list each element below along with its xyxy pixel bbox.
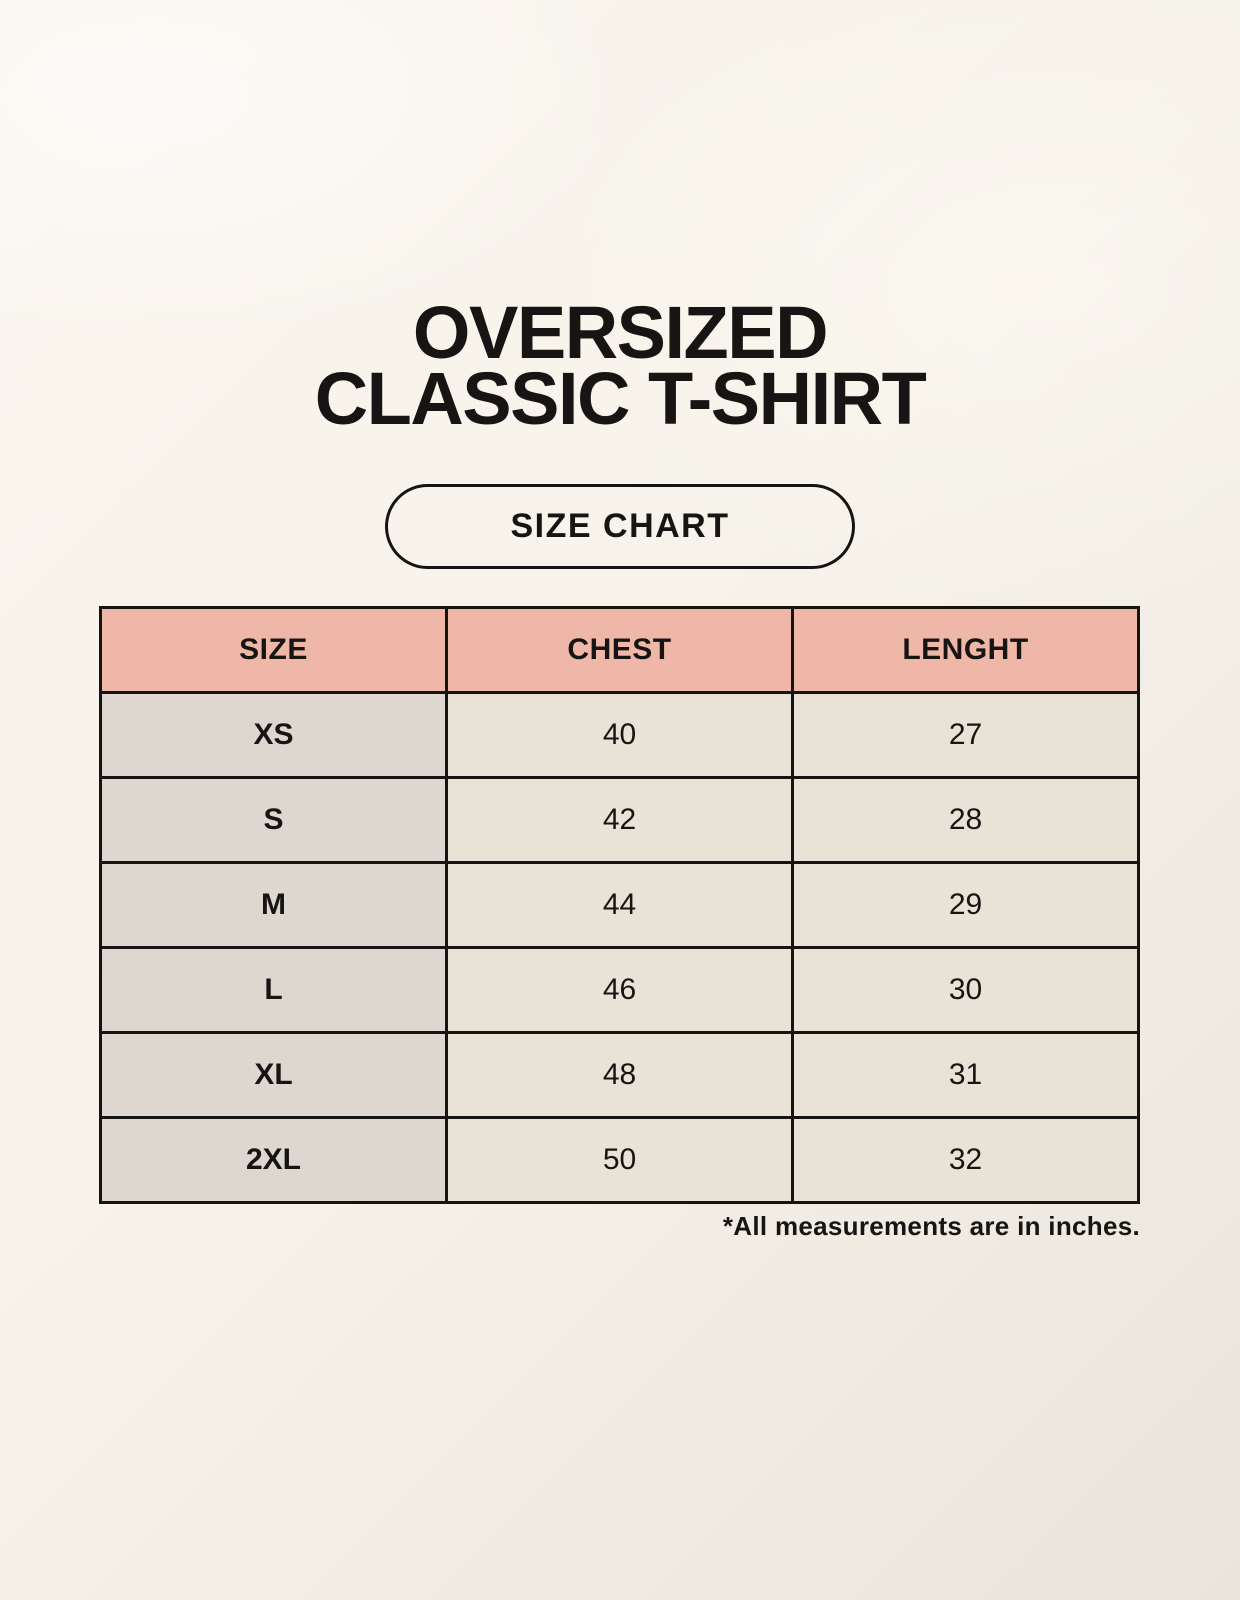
column-header-chest: CHEST [445, 606, 794, 694]
size-label-cell: S [99, 776, 448, 864]
column-header-size: SIZE [99, 606, 448, 694]
length-value-cell: 30 [791, 946, 1140, 1034]
chest-value-cell: 40 [445, 691, 794, 779]
table-row-m: M 44 29 [99, 861, 1140, 949]
chest-value-cell: 42 [445, 776, 794, 864]
table-row-s: S 42 28 [99, 776, 1140, 864]
table-row-2xl: 2XL 50 32 [99, 1116, 1140, 1204]
page-title-line-1: OVERSIZED [412, 291, 829, 374]
size-label-cell: L [99, 946, 448, 1034]
page-title: OVERSIZED CLASSIC T-SHIRT [0, 291, 1240, 440]
chest-value-cell: 50 [445, 1116, 794, 1204]
chest-value-cell: 44 [445, 861, 794, 949]
size-chart-badge[interactable]: SIZE CHART [385, 484, 855, 569]
size-label-cell: XL [99, 1031, 448, 1119]
size-label-cell: M [99, 861, 448, 949]
page-title-line-2: CLASSIC T-SHIRT [314, 357, 927, 440]
chest-value-cell: 48 [445, 1031, 794, 1119]
length-value-cell: 27 [791, 691, 1140, 779]
length-value-cell: 31 [791, 1031, 1140, 1119]
size-chart-table-container: SIZE CHEST LENGHT XS 40 27 S 42 28 M [99, 606, 1140, 1242]
chest-value-cell: 46 [445, 946, 794, 1034]
column-header-lenght: LENGHT [791, 606, 1140, 694]
table-row-l: L 46 30 [99, 946, 1140, 1034]
length-value-cell: 29 [791, 861, 1140, 949]
size-label-cell: XS [99, 691, 448, 779]
length-value-cell: 28 [791, 776, 1140, 864]
size-label-cell: 2XL [99, 1116, 448, 1204]
table-row-xs: XS 40 27 [99, 691, 1140, 779]
length-value-cell: 32 [791, 1116, 1140, 1204]
table-header-row: SIZE CHEST LENGHT [99, 606, 1140, 694]
measurements-footnote: *All measurements are in inches. [722, 1211, 1140, 1241]
size-chart-table: SIZE CHEST LENGHT XS 40 27 S 42 28 M [99, 606, 1140, 1204]
table-row-xl: XL 48 31 [99, 1031, 1140, 1119]
size-chart-badge-label: SIZE CHART [510, 507, 730, 545]
